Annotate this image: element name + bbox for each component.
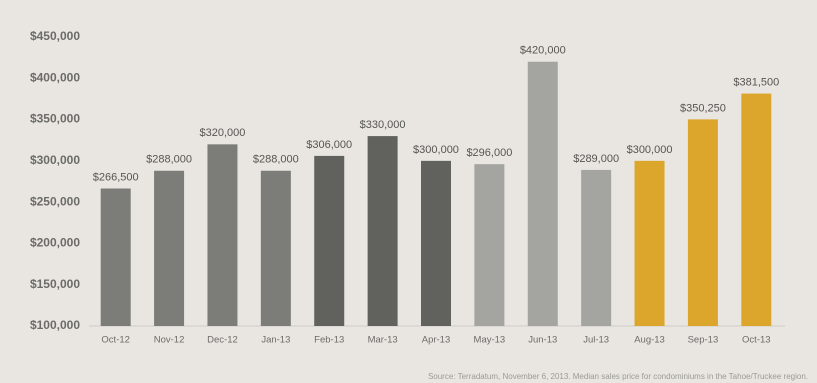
x-tick-label: May-13 <box>474 335 506 346</box>
y-tick-label: $100,000 <box>30 318 80 332</box>
bar <box>581 169 612 326</box>
bar <box>207 144 238 326</box>
x-tick-label: Dec-12 <box>207 335 238 346</box>
bar <box>367 136 398 326</box>
value-label: $300,000 <box>413 144 459 156</box>
value-label: $350,250 <box>680 102 726 114</box>
value-label: $266,500 <box>93 171 139 183</box>
x-tick-label: Jun-13 <box>528 335 557 346</box>
y-tick-label: $200,000 <box>30 236 80 250</box>
x-tick-label: Apr-13 <box>422 335 451 346</box>
value-label: $300,000 <box>627 144 673 156</box>
y-tick-label: $250,000 <box>30 194 80 208</box>
value-label: $381,500 <box>733 76 779 88</box>
value-label: $330,000 <box>360 119 406 131</box>
bar <box>474 164 505 326</box>
bar <box>527 61 558 327</box>
source-note: Source: Terradatum, November 6, 2013. Me… <box>428 372 808 381</box>
value-label: $289,000 <box>573 153 619 165</box>
bar <box>260 170 291 326</box>
x-tick-label: Feb-13 <box>314 335 344 346</box>
bar <box>100 188 131 326</box>
value-label: $420,000 <box>520 45 566 57</box>
bar <box>687 119 718 327</box>
bar <box>634 160 665 326</box>
bar <box>421 160 451 326</box>
y-tick-label: $400,000 <box>30 70 80 84</box>
x-tick-label: Jan-13 <box>261 335 290 346</box>
x-tick-label: Jul-13 <box>583 335 609 346</box>
bar <box>154 170 185 326</box>
value-label: $306,000 <box>306 139 352 151</box>
bar <box>314 155 345 326</box>
x-tick-label: Sep-13 <box>688 335 719 346</box>
x-tick-label: Aug-13 <box>634 335 665 346</box>
value-label: $288,000 <box>253 154 299 166</box>
y-tick-label: $300,000 <box>30 153 80 167</box>
value-label: $296,000 <box>466 147 512 159</box>
x-tick-label: Oct-13 <box>742 335 771 346</box>
y-tick-label: $350,000 <box>30 112 80 126</box>
y-tick-label: $450,000 <box>30 29 80 43</box>
value-label: $288,000 <box>146 154 192 166</box>
x-tick-label: Oct-12 <box>101 335 130 346</box>
x-tick-label: Nov-12 <box>154 335 185 346</box>
bar <box>741 93 772 326</box>
y-tick-label: $150,000 <box>30 277 80 291</box>
x-tick-label: Mar-13 <box>368 335 398 346</box>
value-label: $320,000 <box>200 127 246 139</box>
